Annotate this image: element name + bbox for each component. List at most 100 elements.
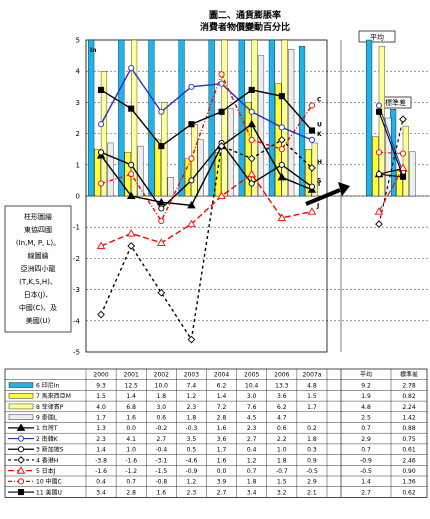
series-point <box>188 155 195 162</box>
series-point <box>157 197 166 206</box>
table-cell: 1.2 <box>187 479 197 486</box>
legend-marker <box>17 446 25 453</box>
table-cell: 2.7 <box>217 489 227 496</box>
series-point <box>308 127 315 134</box>
table-cell: 4.5 <box>247 414 257 421</box>
series-point <box>187 335 196 344</box>
series-point <box>158 217 165 225</box>
table-cell-avg: 0.7 <box>361 447 371 454</box>
series-point <box>277 213 287 221</box>
summary-line <box>378 173 404 178</box>
table-header-year: 2006 <box>274 372 289 379</box>
table-cell: -0.8 <box>155 479 167 486</box>
table-cell-std: 2.78 <box>402 382 416 389</box>
table-cell: 2.9 <box>307 479 317 486</box>
table-cell: 1.2 <box>247 457 257 464</box>
table-cell: 1.5 <box>277 479 287 486</box>
table-cell: -0.7 <box>276 468 288 475</box>
bar <box>161 102 168 197</box>
table-cell: 0.4 <box>247 447 257 454</box>
table-cell: 7.2 <box>217 404 227 411</box>
table-cell: 1.3 <box>96 425 106 432</box>
table-cell: 10.4 <box>245 382 259 389</box>
series-point <box>278 124 285 131</box>
table-cell: 3.4 <box>96 489 106 496</box>
table-cell: 2.8 <box>217 414 227 421</box>
legend-box-line: 美國(U) <box>26 316 51 325</box>
legend-series-name: 8 菲律賓P <box>36 403 64 411</box>
table-cell: 0.0 <box>126 425 136 432</box>
series-point <box>157 288 166 297</box>
bar <box>154 139 161 197</box>
y-tick-label: -1 <box>73 224 80 232</box>
series-point <box>98 86 105 93</box>
y-tick-label: 0 <box>76 193 80 201</box>
series-point <box>248 108 255 115</box>
y-tick-label: -3 <box>73 286 80 294</box>
table-cell-avg: 1.4 <box>361 479 371 486</box>
std-point <box>399 115 407 124</box>
summary-arrow-head <box>338 182 350 196</box>
table-cell-std: 1.42 <box>402 414 416 421</box>
legend-series-name: 10 中國C <box>36 478 62 486</box>
table-cell: 2.7 <box>157 436 167 443</box>
bar <box>251 39 258 197</box>
series-point <box>308 102 315 109</box>
bar <box>214 152 222 197</box>
table-cell: 0.7 <box>126 479 136 486</box>
avg-bar <box>372 136 379 197</box>
y-tick-label: -5 <box>73 349 80 357</box>
series-point <box>157 238 166 246</box>
std-label: 標準差 <box>385 98 406 107</box>
legend-box-line: 中國(C)、及 <box>19 303 57 312</box>
table-header-year: 2003 <box>184 372 199 379</box>
table-cell: 0.5 <box>187 447 197 454</box>
table-cell-avg: -0.5 <box>360 468 372 475</box>
chart-title: 圖二、通貨膨脹率 <box>209 9 281 21</box>
legend-series-name: 6 印尼In <box>36 382 59 389</box>
table-cell: 3.9 <box>217 479 227 486</box>
series-point <box>158 108 165 115</box>
avg-point <box>374 207 384 215</box>
table-cell: -1.2 <box>125 468 137 475</box>
std-point <box>398 163 408 171</box>
table-cell-avg: -0.9 <box>360 457 372 464</box>
y-tick-label: 4 <box>76 68 81 76</box>
series-point <box>127 242 136 250</box>
summary-line <box>378 151 404 155</box>
series-point <box>126 191 136 200</box>
table-cell: 9.3 <box>96 382 106 389</box>
table-cell: 1.2 <box>187 393 197 400</box>
series-letter-In: In <box>90 47 97 54</box>
series-point <box>277 136 286 144</box>
series-point <box>217 191 226 200</box>
data-table: 2000 2001 2002 2003 2004 2005 2006 2007a 平均 標準差 6 … <box>4 368 428 498</box>
series-point <box>128 65 135 72</box>
table-cell: 0.7 <box>247 468 257 475</box>
table-cell-std: 0.82 <box>402 393 416 400</box>
legend-marker <box>16 466 26 474</box>
avg-point <box>375 149 383 156</box>
y-tick-label: 2 <box>76 130 80 138</box>
bar <box>178 39 185 197</box>
series-point <box>308 183 315 190</box>
table-cell: 1.5 <box>96 393 106 400</box>
legend-series-name: 11 美國U <box>36 488 62 496</box>
series-point <box>278 93 285 100</box>
chart-subtitle: 消費者物價變動百分比 <box>200 21 290 33</box>
bar <box>288 49 295 197</box>
table-cell: 13.3 <box>275 382 289 389</box>
series-end-letter: J <box>316 203 319 210</box>
series-end-letter: H <box>317 159 322 166</box>
table-cell-std: 0.75 <box>402 436 416 443</box>
bar <box>281 39 288 197</box>
table-header-year: 2002 <box>154 372 169 379</box>
series-point <box>188 121 195 128</box>
table-cell: -1.5 <box>155 468 167 475</box>
table-cell-std: 1.36 <box>402 479 416 486</box>
avg-bar <box>366 39 373 197</box>
table-cell: 6.2 <box>277 404 287 411</box>
table-cell-std: 0.88 <box>402 425 416 432</box>
series-point <box>277 172 287 181</box>
